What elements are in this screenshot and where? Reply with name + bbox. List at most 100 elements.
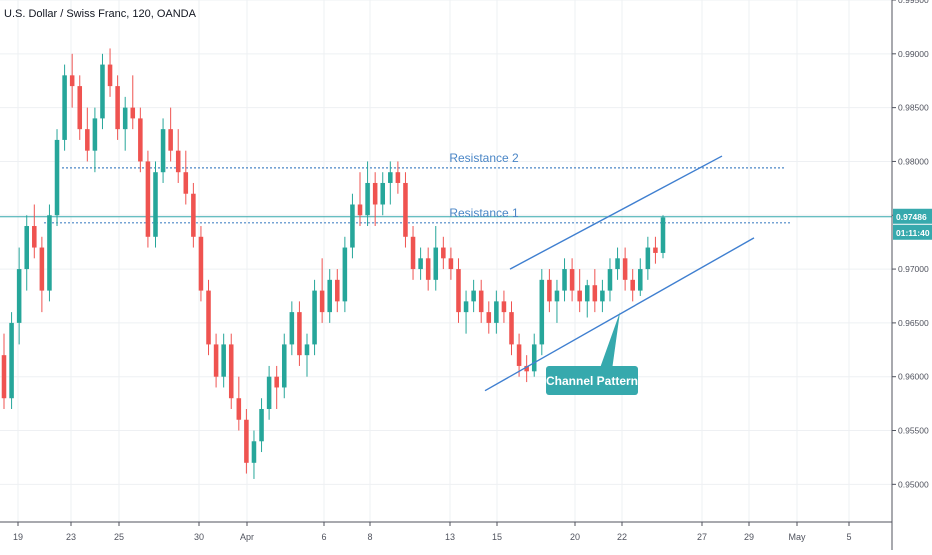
candle-body: [100, 64, 105, 119]
candle-body: [433, 247, 439, 280]
candle-body: [372, 182, 378, 205]
candle-body: [198, 236, 204, 291]
candle-body: [130, 107, 136, 119]
channel-upper-line: [509, 155, 723, 270]
candle-body: [645, 247, 651, 270]
candle-body: [160, 129, 166, 173]
candle-body: [410, 236, 416, 270]
candle-body: [138, 118, 143, 162]
candle-body: [395, 172, 401, 183]
candle-body: [403, 182, 408, 237]
channel-pattern-label: Channel Pattern: [546, 374, 638, 388]
grid: [0, 0, 892, 522]
candle-body: [478, 290, 484, 313]
candle-body: [175, 150, 181, 173]
candle-body: [531, 344, 537, 372]
candle-body: [228, 344, 234, 399]
x-tick-label: May: [788, 532, 806, 542]
y-tick-label: 0.98000: [898, 156, 929, 166]
candle-body: [357, 204, 363, 216]
callout-pointer: [600, 312, 620, 370]
candle-body: [615, 258, 620, 270]
x-tick-label: 22: [617, 532, 627, 542]
candle-body: [115, 86, 120, 130]
x-tick-label: 27: [697, 532, 707, 542]
candles: [1, 48, 666, 479]
x-tick-label: 13: [445, 532, 455, 542]
y-tick-label: 0.95500: [898, 426, 929, 436]
candle-body: [122, 107, 128, 130]
candle-body: [274, 376, 279, 388]
candle-body: [471, 290, 476, 302]
candle-body: [281, 344, 287, 388]
x-tick-label: 20: [570, 532, 580, 542]
countdown-badge: [893, 224, 932, 240]
candle-body: [312, 290, 317, 345]
candle-body: [418, 258, 423, 270]
y-tick-label: 0.97000: [898, 264, 929, 274]
candle-body: [168, 129, 173, 151]
x-tick-label: 19: [13, 532, 23, 542]
candle-body: [441, 247, 446, 259]
candle-body: [524, 365, 529, 372]
candle-body: [388, 172, 393, 183]
callout-box: [546, 366, 638, 395]
candle-body: [213, 344, 219, 377]
candle-body: [592, 285, 598, 302]
candle-body: [638, 269, 643, 291]
candle-body: [62, 75, 67, 140]
y-tick-label: 0.99000: [898, 49, 929, 59]
candle-body: [456, 269, 461, 313]
candle-body: [622, 258, 628, 280]
current-price-badge: [893, 208, 932, 224]
candle-body: [107, 64, 113, 87]
x-tick-label: Apr: [240, 532, 254, 542]
x-tick-label: 8: [367, 532, 372, 542]
y-tick-label: 0.95000: [898, 479, 929, 489]
candle-body: [236, 398, 242, 420]
candle-body: [153, 172, 158, 237]
x-tick-label: 30: [194, 532, 204, 542]
candle-body: [448, 258, 454, 270]
candle-body: [39, 247, 45, 291]
candle-body: [297, 312, 302, 356]
candle-body: [653, 247, 658, 253]
candle-body: [319, 290, 325, 313]
resistance-label: Resistance 1: [449, 206, 519, 220]
candle-body: [32, 226, 37, 248]
candle-body: [425, 258, 431, 280]
candle-body: [183, 172, 189, 194]
candle-body: [365, 182, 370, 216]
channel-lines: Channel Pattern: [484, 155, 755, 395]
candle-body: [85, 129, 90, 151]
candle-body: [509, 312, 514, 345]
x-tick-label: 6: [321, 532, 326, 542]
candle-body: [350, 204, 355, 248]
candle-body: [92, 118, 98, 151]
candle-body: [584, 285, 590, 302]
candle-body: [47, 215, 52, 291]
candle-body: [191, 193, 196, 237]
candle-body: [1, 355, 7, 399]
candle-body: [54, 139, 60, 216]
y-tick-label: 0.99500: [898, 0, 929, 5]
x-tick-label: 25: [114, 532, 124, 542]
candle-body: [516, 344, 522, 366]
candle-body: [77, 86, 83, 130]
chart-title: U.S. Dollar / Swiss Franc, 120, OANDA: [4, 8, 197, 20]
countdown-value: 01:11:40: [896, 228, 930, 238]
candle-body: [577, 290, 582, 302]
current-price-value: 0.97486: [896, 212, 927, 222]
candle-body: [244, 419, 249, 463]
candle-body: [607, 269, 613, 291]
candle-body: [259, 408, 264, 442]
candle-body: [463, 301, 469, 313]
candle-body: [539, 279, 545, 345]
candle-body: [600, 290, 605, 302]
x-tick-label: 29: [744, 532, 754, 542]
candle-body: [69, 75, 75, 87]
y-tick-label: 0.96500: [898, 318, 929, 328]
